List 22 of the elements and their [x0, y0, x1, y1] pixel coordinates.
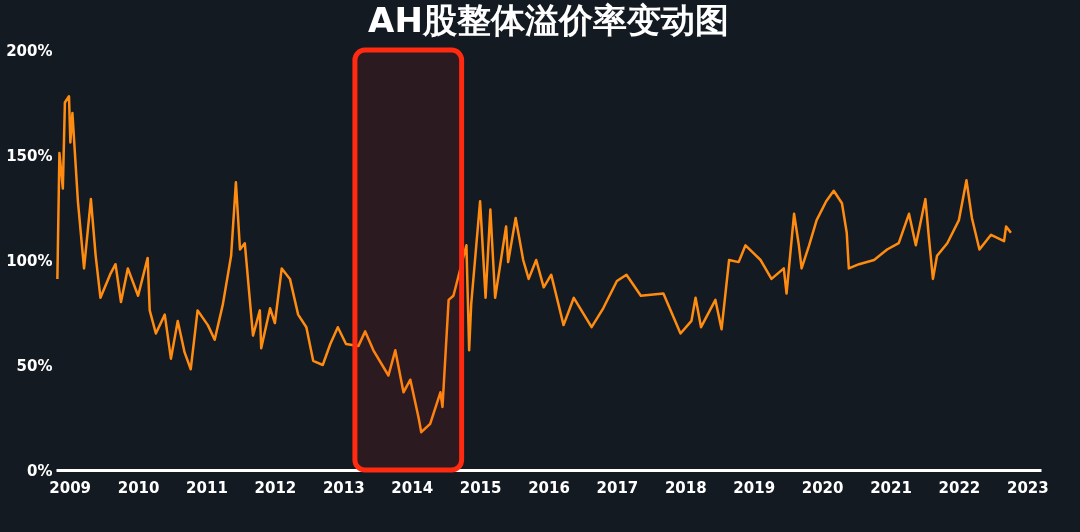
x-tick-label: 2012 — [254, 478, 297, 497]
x-tick-label: 2013 — [322, 478, 365, 497]
y-tick-label: 0% — [27, 461, 53, 480]
x-tick-label: 2011 — [186, 478, 228, 497]
x-tick-label: 2022 — [938, 478, 981, 497]
x-tick-label: 2009 — [49, 478, 92, 497]
chart-title: AH股整体溢价率变动图 — [368, 0, 729, 40]
x-tick-label: 2010 — [117, 478, 160, 497]
y-tick-label: 200% — [6, 41, 53, 60]
y-tick-label: 50% — [16, 356, 53, 375]
x-tick-label: 2017 — [596, 478, 639, 497]
y-tick-label: 100% — [6, 251, 53, 270]
x-tick-label: 2023 — [1006, 478, 1049, 497]
line-series — [56, 94, 1013, 434]
x-tick-label: 2018 — [664, 478, 707, 497]
x-tick-label: 2019 — [733, 478, 776, 497]
y-tick-label: 150% — [6, 146, 53, 165]
x-tick-label: 2020 — [801, 478, 844, 497]
x-tick-label: 2016 — [528, 478, 570, 497]
x-tick-label: 2014 — [391, 478, 434, 497]
x-tick-label: 2015 — [459, 478, 502, 497]
x-tick-label: 2021 — [870, 478, 912, 497]
